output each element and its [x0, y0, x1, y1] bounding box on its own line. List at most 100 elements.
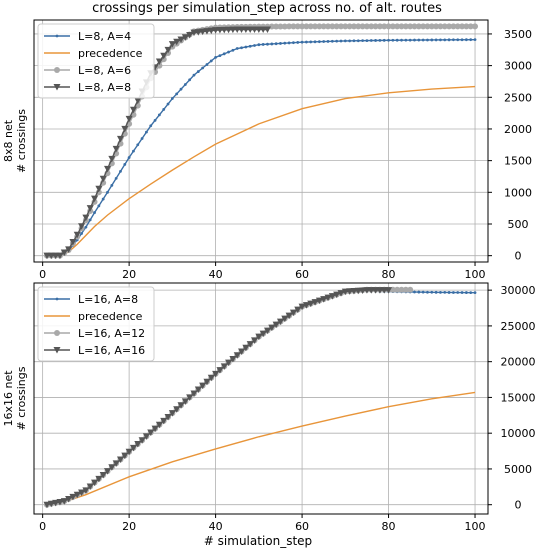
legend-entry: L=16, A=12 — [44, 327, 145, 340]
data-point — [437, 23, 444, 30]
data-point — [272, 321, 280, 329]
data-point — [134, 97, 142, 105]
data-point — [361, 39, 365, 43]
data-point — [385, 23, 392, 30]
data-point — [402, 23, 409, 30]
data-point — [80, 232, 83, 235]
data-point — [155, 58, 163, 66]
data-point — [307, 300, 315, 308]
data-point — [300, 40, 304, 44]
data-point — [168, 41, 176, 48]
data-point — [311, 299, 319, 306]
data-point — [207, 374, 215, 382]
data-point — [346, 288, 354, 295]
data-point — [339, 39, 343, 43]
data-point — [203, 378, 211, 386]
data-point — [225, 26, 233, 34]
data-point — [212, 27, 220, 34]
x-tick-label: 40 — [209, 520, 223, 533]
data-point — [385, 287, 393, 294]
y-tick-label: 15000 — [501, 391, 536, 404]
data-point — [140, 137, 144, 140]
data-point — [439, 38, 442, 42]
data-point — [294, 23, 301, 30]
legend-label: L=16, A=16 — [78, 344, 145, 357]
data-point — [281, 315, 289, 323]
y-axis-label: 8x8 net — [2, 119, 15, 162]
data-point — [464, 38, 468, 42]
data-point — [417, 290, 421, 294]
data-point — [268, 324, 276, 332]
data-point — [434, 290, 438, 294]
data-point — [446, 23, 453, 30]
data-point — [263, 26, 271, 34]
legend: L=8, A=4 precedence L=8, A=6 L=8, A=8 — [37, 23, 155, 99]
data-point — [222, 52, 226, 56]
legend-label: L=8, A=8 — [78, 81, 131, 94]
data-point — [359, 23, 366, 30]
y-tick-label: 2000 — [504, 123, 532, 136]
data-point — [415, 23, 422, 30]
data-point — [65, 495, 73, 503]
data-point — [303, 23, 310, 30]
data-point — [398, 286, 405, 293]
y-tick-label: 3000 — [504, 60, 532, 73]
data-point — [263, 327, 271, 335]
data-point — [408, 38, 412, 42]
data-point — [317, 40, 321, 44]
data-point — [398, 23, 405, 30]
data-point — [199, 28, 207, 36]
data-point — [155, 421, 163, 429]
data-point — [60, 498, 68, 505]
data-point — [261, 43, 265, 46]
data-point — [299, 23, 306, 30]
data-point — [227, 50, 230, 54]
figure-title: crossings per simulation_step across no.… — [92, 1, 442, 16]
data-point — [404, 38, 408, 42]
data-point — [164, 414, 172, 421]
data-point — [209, 59, 213, 63]
data-point — [106, 190, 109, 194]
data-point — [125, 448, 133, 456]
y-tick-label: 2500 — [504, 91, 532, 104]
data-point — [93, 211, 96, 214]
data-point — [56, 252, 64, 260]
data-point — [84, 225, 88, 229]
data-point — [220, 26, 228, 34]
data-point — [355, 23, 362, 30]
data-point — [99, 471, 107, 479]
data-point — [231, 48, 235, 52]
data-point — [387, 38, 390, 42]
data-point — [376, 23, 383, 30]
data-point — [225, 359, 233, 367]
data-point — [142, 433, 150, 440]
data-point — [220, 363, 228, 370]
data-point — [116, 135, 124, 143]
data-point — [78, 489, 86, 497]
data-point — [242, 344, 250, 352]
data-point — [233, 352, 241, 359]
data-point — [372, 23, 379, 30]
x-tick-label: 100 — [465, 268, 486, 281]
data-point — [434, 38, 438, 42]
y-axis-label: # crossings — [15, 109, 28, 173]
data-point — [177, 402, 185, 409]
data-point — [467, 23, 474, 30]
data-point — [352, 39, 356, 43]
y-tick-label: 0 — [515, 250, 522, 263]
data-point — [97, 204, 101, 208]
data-point — [216, 367, 224, 374]
data-point — [55, 34, 59, 38]
data-point — [333, 23, 340, 30]
data-point — [173, 38, 181, 46]
data-point — [350, 288, 358, 295]
series-line — [46, 85, 476, 257]
data-point — [365, 39, 369, 42]
plot-frame — [33, 282, 489, 515]
data-point — [343, 39, 347, 43]
data-point — [151, 425, 159, 433]
data-point — [53, 347, 61, 354]
y-tick-label: 30000 — [501, 284, 536, 297]
legend-label: L=16, A=8 — [78, 293, 138, 306]
